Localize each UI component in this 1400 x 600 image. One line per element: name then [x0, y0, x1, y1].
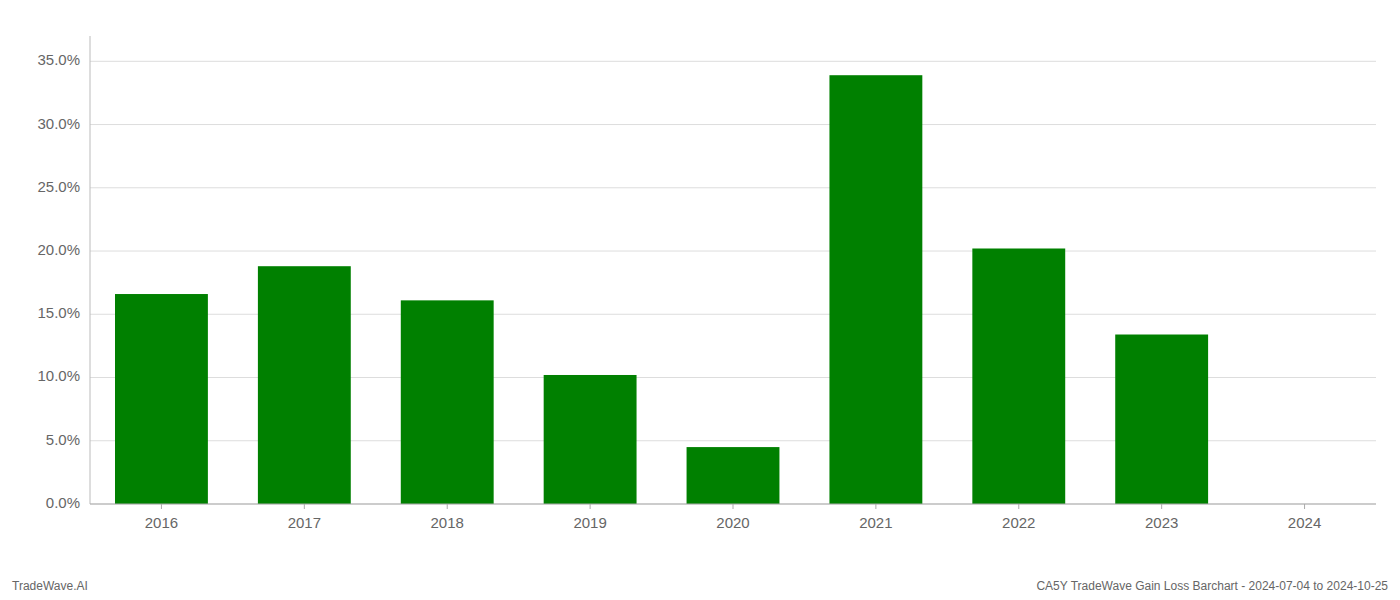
x-tick-label: 2019	[573, 514, 606, 531]
x-tick	[161, 504, 162, 509]
bar	[1115, 335, 1208, 504]
x-tick	[733, 504, 734, 509]
x-tick-label: 2022	[1002, 514, 1035, 531]
x-tick-label: 2023	[1145, 514, 1178, 531]
bar	[687, 447, 780, 504]
grid-line	[90, 124, 1376, 125]
y-tick-label: 20.0%	[37, 241, 80, 258]
chart-container: 0.0% 5.0% 10.0% 15.0% 20.0% 25.0% 30.0% 35.0% 20…	[0, 0, 1400, 600]
x-tick	[590, 504, 591, 509]
x-tick-label: 2017	[288, 514, 321, 531]
x-tick-label: 2018	[431, 514, 464, 531]
x-tick-label: 2024	[1288, 514, 1321, 531]
x-ticks: 2016 2017 2018 2019 2020 2021 2022 2023 2024	[145, 504, 1321, 531]
annotations: TradeWave.AI CA5Y TradeWave Gain Loss Bar…	[12, 579, 1388, 593]
bar	[115, 294, 208, 504]
x-tick-label: 2016	[145, 514, 178, 531]
y-tick-label: 25.0%	[37, 178, 80, 195]
annotation: CA5Y TradeWave Gain Loss Barchart - 2024…	[1036, 579, 1388, 593]
x-tick	[1018, 504, 1019, 509]
x-tick-label: 2020	[716, 514, 749, 531]
y-tick-label: 5.0%	[46, 431, 80, 448]
y-tick-label: 35.0%	[37, 51, 80, 68]
bar	[829, 75, 922, 504]
y-tick-label: 30.0%	[37, 115, 80, 132]
bar	[544, 375, 637, 504]
annotation: TradeWave.AI	[12, 579, 88, 593]
y-grid	[90, 61, 1376, 504]
x-tick	[447, 504, 448, 509]
grid-line	[90, 251, 1376, 252]
y-tick-label: 0.0%	[46, 494, 80, 511]
bar	[401, 300, 494, 504]
y-tick-label: 10.0%	[37, 367, 80, 384]
y-tick-labels: 0.0% 5.0% 10.0% 15.0% 20.0% 25.0% 30.0% 35.0%	[37, 51, 80, 511]
x-tick	[1161, 504, 1162, 509]
bar	[972, 248, 1065, 504]
chart: 0.0% 5.0% 10.0% 15.0% 20.0% 25.0% 30.0% 35.0% 20…	[0, 0, 1400, 600]
grid-line	[90, 187, 1376, 188]
x-tick	[304, 504, 305, 509]
y-tick-label: 15.0%	[37, 304, 80, 321]
bar	[258, 266, 351, 504]
y-axis-line	[90, 36, 91, 504]
x-tick	[875, 504, 876, 509]
x-tick	[1304, 504, 1305, 509]
x-tick-label: 2021	[859, 514, 892, 531]
grid-line	[90, 61, 1376, 62]
bars	[115, 75, 1208, 504]
